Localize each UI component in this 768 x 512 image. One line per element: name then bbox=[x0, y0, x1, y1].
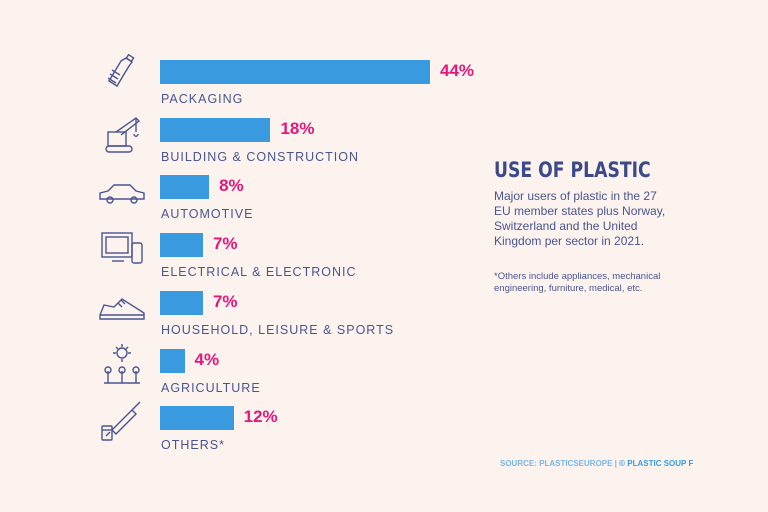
source-credit: © PLASTIC SOUP F bbox=[619, 459, 694, 468]
car-icon bbox=[96, 169, 148, 213]
bar-row: 18% BUILDING & CONSTRUCTION bbox=[0, 116, 480, 176]
footnote: *Others include appliances, mechanical e… bbox=[494, 271, 661, 294]
crane-icon bbox=[96, 112, 148, 156]
bar bbox=[160, 60, 430, 84]
value-label: 18% bbox=[280, 118, 315, 138]
value-label: 7% bbox=[212, 234, 238, 254]
bar bbox=[160, 233, 203, 258]
value-label: 44% bbox=[440, 61, 475, 80]
bar-row: 7% ELECTRICAL & ELECTRONIC bbox=[0, 232, 480, 291]
category-label: AUTOMOTIVE bbox=[161, 207, 254, 222]
category-label: AGRICULTURE bbox=[161, 380, 261, 395]
bar-row: 44% PACKAGING bbox=[0, 53, 480, 118]
value-label: 4% bbox=[194, 349, 220, 369]
value-label: 8% bbox=[219, 176, 244, 196]
category-label: OTHERS* bbox=[161, 438, 225, 453]
category-label: BUILDING & CONSTRUCTION bbox=[161, 149, 360, 164]
category-label: HOUSEHOLD, LEISURE & SPORTS bbox=[161, 322, 395, 337]
bar bbox=[160, 175, 210, 200]
computer-phone-icon bbox=[96, 227, 148, 271]
bar-row: 12% OTHERS* bbox=[0, 401, 480, 464]
bar-row: 4% AGRICULTURE bbox=[0, 343, 480, 407]
bottle-icon bbox=[96, 53, 148, 98]
category-label: ELECTRICAL & ELECTRONIC bbox=[161, 265, 357, 280]
syringe-vial-icon bbox=[96, 400, 148, 444]
bar bbox=[160, 348, 185, 373]
chart-title: USE OF PLASTIC bbox=[494, 158, 651, 182]
category-label: PACKAGING bbox=[161, 92, 244, 106]
value-label: 12% bbox=[243, 407, 278, 427]
sun-plants-icon bbox=[96, 343, 148, 387]
value-label: 7% bbox=[212, 291, 238, 311]
bar-row: 7% HOUSEHOLD, LEISURE & SPORTS bbox=[0, 290, 480, 349]
bar-row: 8% AUTOMOTIVE bbox=[0, 175, 480, 233]
chart-subtitle: Major users of plastic in the 27 EU memb… bbox=[494, 189, 666, 248]
sneaker-icon bbox=[96, 285, 148, 329]
bar bbox=[160, 117, 271, 142]
source-line: SOURCE: PLASTICSEUROPE | © PLASTIC SOUP … bbox=[500, 459, 693, 468]
bar bbox=[160, 406, 234, 431]
bar bbox=[160, 290, 203, 315]
source-label: SOURCE: PLASTICSEUROPE | bbox=[500, 459, 617, 468]
